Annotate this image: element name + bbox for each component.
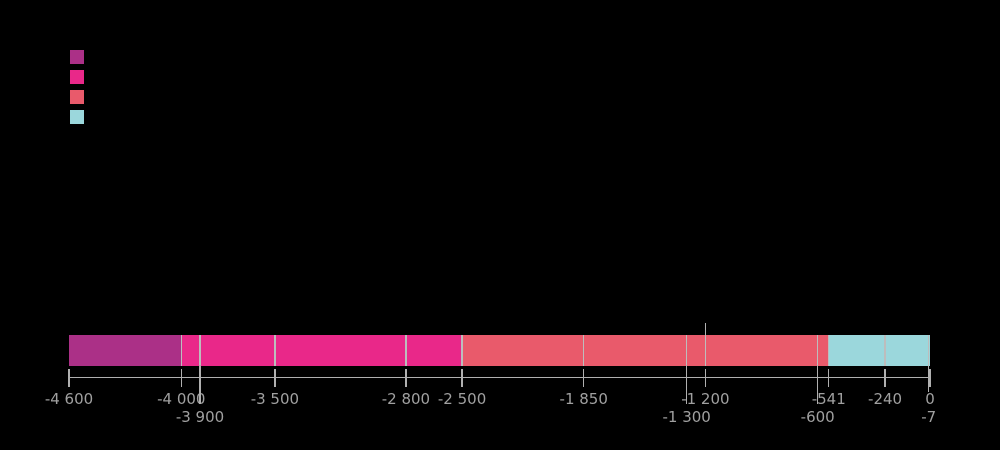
axis-tick — [68, 369, 70, 387]
axis-tick-label: -541 — [811, 390, 846, 408]
legend-swatch-4 — [70, 110, 84, 124]
segment-separator — [274, 335, 276, 366]
legend-swatch-3 — [70, 90, 84, 104]
axis-tick-label: -7 — [921, 408, 937, 426]
segment-separator — [927, 335, 930, 366]
axis-tick — [828, 369, 830, 387]
segment-separator — [685, 335, 688, 366]
axis-tick-long — [685, 365, 688, 404]
segment-separator — [461, 335, 463, 366]
segment-separator — [180, 335, 182, 366]
axis-tick — [884, 369, 886, 387]
axis-tick-long — [816, 365, 819, 404]
legend — [70, 50, 84, 130]
segment-separator — [583, 335, 585, 366]
axis-tick-label: -1 850 — [559, 390, 608, 408]
axis-tick-label: -4 000 — [157, 390, 206, 408]
timeline-segment-4[interactable] — [828, 335, 930, 366]
axis-tick — [180, 369, 182, 387]
axis-tick — [461, 369, 463, 387]
callout-line — [704, 323, 707, 335]
axis-tick — [929, 369, 931, 387]
axis-tick-label: 0 — [925, 390, 935, 408]
segment-separator — [828, 335, 830, 366]
axis-tick — [405, 369, 407, 387]
axis-tick — [274, 369, 276, 387]
x-axis-line — [69, 377, 930, 379]
segment-separator — [199, 335, 201, 366]
axis-tick — [583, 369, 585, 387]
timeline-segment-2[interactable] — [181, 335, 463, 366]
segment-separator — [816, 335, 819, 366]
segment-separator — [884, 335, 886, 366]
legend-swatch-1 — [70, 50, 84, 64]
axis-tick — [704, 369, 707, 387]
axis-tick-label: -1 300 — [662, 408, 711, 426]
axis-tick-long — [927, 365, 930, 392]
axis-tick-label: -4 600 — [44, 390, 94, 408]
legend-swatch-2 — [70, 70, 84, 84]
axis-tick-label: -3 500 — [250, 390, 300, 408]
axis-tick-label: -3 900 — [175, 408, 225, 426]
axis-tick-label: -2 500 — [437, 390, 487, 408]
axis-tick-label: -600 — [800, 408, 835, 426]
axis-tick-label: -2 800 — [381, 390, 431, 408]
axis-tick-label: -1 200 — [681, 390, 730, 408]
segment-separator — [704, 335, 707, 366]
axis-tick-long — [199, 365, 201, 404]
axis-tick-label: -240 — [868, 390, 903, 408]
timeline-segment-3[interactable] — [462, 335, 829, 366]
segment-separator — [405, 335, 407, 366]
timeline-segment-1[interactable] — [69, 335, 182, 366]
